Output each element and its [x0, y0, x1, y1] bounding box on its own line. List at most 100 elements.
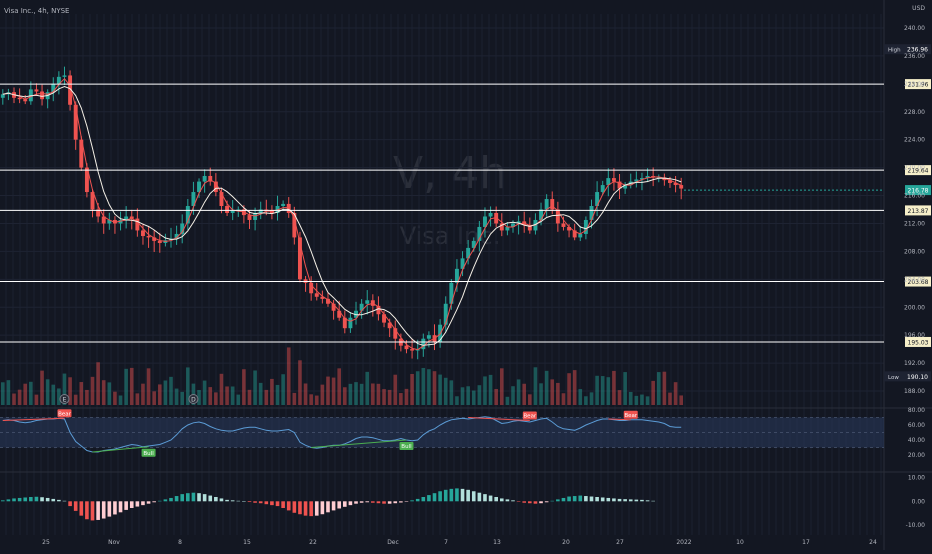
- macd-bar: [236, 500, 241, 502]
- time-tick-label: 20: [562, 539, 570, 546]
- macd-bar: [443, 489, 448, 502]
- macd-bar: [421, 497, 426, 502]
- macd-bar: [460, 488, 465, 502]
- volume-bar: [359, 383, 364, 405]
- macd-bar: [270, 501, 274, 506]
- volume-bar: [584, 396, 588, 405]
- macd-bar: [186, 493, 190, 502]
- candle-body: [269, 210, 274, 213]
- candle-body: [62, 75, 67, 77]
- candle-body: [180, 223, 185, 234]
- macd-bar: [432, 493, 437, 502]
- volume-bar: [303, 383, 308, 405]
- volume-bar: [443, 377, 448, 405]
- volume-bar: [62, 373, 67, 405]
- volume-bar: [460, 387, 465, 405]
- rsi-tick-label: 80.00: [908, 407, 925, 414]
- event-marker[interactable]: [59, 394, 70, 404]
- macd-bar: [225, 499, 229, 502]
- level-label: 231.96: [908, 82, 929, 89]
- divergence-label: Bull: [401, 444, 412, 450]
- volume-bar: [219, 373, 224, 405]
- volume-bar: [23, 383, 28, 405]
- candle-body: [146, 236, 151, 238]
- volume-bar: [522, 383, 527, 405]
- macd-bar: [449, 488, 454, 502]
- volume-bar: [68, 377, 72, 405]
- candle-body: [516, 221, 521, 224]
- macd-bar: [281, 501, 285, 508]
- volume-bar: [488, 374, 493, 405]
- divergence-badge[interactable]: [522, 411, 537, 420]
- volume-bar: [387, 389, 392, 405]
- macd-bar: [499, 498, 504, 502]
- candle-body: [567, 226, 572, 231]
- macd-bar: [505, 499, 510, 502]
- macd-bar: [12, 498, 16, 502]
- volume-bar: [258, 382, 263, 405]
- watermark-symbol: V, 4h: [393, 148, 507, 199]
- volume-bar: [118, 395, 123, 405]
- candle-body: [331, 303, 336, 311]
- volume-bar: [17, 389, 22, 405]
- volume-bar: [197, 390, 201, 405]
- macd-bar: [455, 488, 459, 502]
- volume-bar: [79, 382, 84, 405]
- candle-body: [393, 328, 398, 339]
- macd-bar: [645, 500, 650, 502]
- candle-body: [314, 293, 319, 297]
- divergence-badge[interactable]: [141, 448, 156, 457]
- macd-bar: [483, 494, 487, 502]
- candle-body: [505, 226, 510, 231]
- price-tick-label: 240.00: [904, 25, 925, 32]
- candle-body: [673, 182, 678, 186]
- volume-bar: [589, 392, 594, 405]
- low-label: Low: [888, 375, 899, 381]
- macd-bar: [303, 501, 308, 516]
- level-label-bg: [905, 336, 931, 347]
- divergence-badge[interactable]: [623, 410, 638, 419]
- macd-bar: [85, 501, 89, 520]
- volume-bar: [612, 370, 616, 405]
- event-marker[interactable]: [188, 394, 199, 404]
- divergence-label: Bear: [58, 411, 72, 417]
- macd-bar: [214, 497, 218, 502]
- volume-bar: [438, 374, 442, 405]
- divergence-badge[interactable]: [57, 409, 72, 418]
- ma-layer: [2, 77, 682, 351]
- macd-bar: [511, 500, 515, 502]
- candle-body: [527, 224, 532, 231]
- macd-bar: [96, 501, 100, 520]
- volume-bar: [73, 394, 78, 405]
- macd-bar: [612, 498, 616, 502]
- volume-bar: [343, 387, 347, 405]
- price-tick-label: 224.00: [904, 137, 925, 144]
- candle-body: [247, 215, 252, 220]
- candle-body: [639, 178, 644, 180]
- macd-bar: [488, 495, 493, 502]
- macd-bar: [253, 501, 257, 503]
- volume-bar: [399, 393, 403, 405]
- volume-bar: [90, 376, 95, 405]
- candle-body: [454, 268, 459, 283]
- macd-bar: [113, 501, 117, 515]
- volume-bar: [309, 394, 313, 405]
- candle-body: [68, 75, 73, 105]
- macd-bar: [68, 501, 72, 507]
- divergence-badge[interactable]: [399, 442, 414, 450]
- macd-bar: [567, 496, 571, 502]
- volume-bar: [410, 374, 414, 405]
- current-price-label: 216.78: [908, 188, 929, 195]
- candle-body: [292, 212, 297, 238]
- volume-bar: [107, 382, 112, 405]
- macd-bar: [494, 497, 498, 502]
- macd-bar: [40, 497, 44, 502]
- macd-bar: [141, 501, 145, 506]
- candle-body: [73, 104, 78, 140]
- macd-bar: [286, 501, 291, 511]
- macd-bar: [34, 496, 39, 502]
- volume-bar: [135, 393, 140, 405]
- macd-bar: [320, 501, 325, 515]
